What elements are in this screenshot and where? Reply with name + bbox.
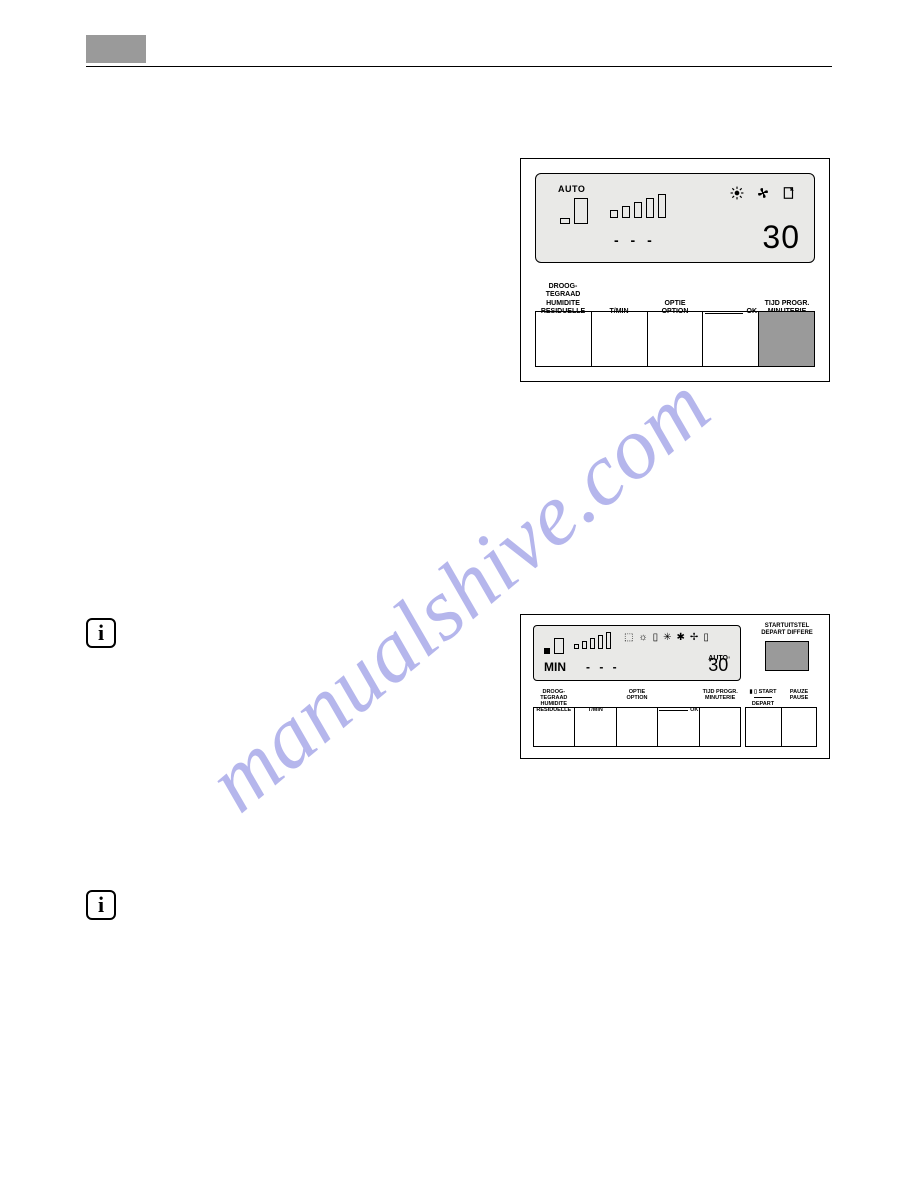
button-row-2-right [745,707,817,747]
label2-pause: PAUZE PAUSE [781,689,817,707]
status-icons-small-row: ⬚ ☼ ▯ ✳ ✱ ✢ ▯ [624,632,709,643]
button-tmin[interactable] [592,312,648,366]
sun-small-icon: ☼ [638,632,647,643]
button-label-row-2-right: ▮ ▯ START DEPART PAUZE PAUSE [745,689,817,707]
auto-label: AUTO [558,184,585,194]
button-humidity[interactable] [536,312,592,366]
lcd-display-1: AUTO - - - 30 [535,173,815,263]
button-row-1 [535,311,815,367]
button2-start[interactable] [746,708,782,746]
fan-small-icon: ✢ [690,632,698,643]
dryness-icon [558,196,592,224]
button2-tmin[interactable] [575,708,616,746]
header-tab [86,35,146,63]
sun-icon [730,186,744,200]
button2-ok[interactable] [658,708,699,746]
button-timer-highlighted[interactable] [759,312,814,366]
button-option[interactable] [648,312,704,366]
button2-option[interactable] [617,708,658,746]
page: manualshive.com AUTO - - - 30 [0,0,918,1188]
button2-timer[interactable] [700,708,740,746]
sun2-icon: ✳ [663,632,671,643]
time-number-display: 30 [762,219,800,256]
box1-icon: ▯ [653,632,659,643]
signal-bars-icon [610,194,666,218]
iron-icon: ⬚ [624,632,633,643]
sheet-small-icon: ▯ [703,632,709,643]
star-icon: ✱ [677,632,685,643]
sheet-icon [782,186,796,200]
signal-bars-small-icon [574,632,611,649]
watermark-text: manualshive.com [189,356,730,832]
info-icon-2: i [86,890,116,920]
label2-start: ▮ ▯ START DEPART [745,689,781,707]
button2-pause[interactable] [782,708,817,746]
dashes-display: - - - [614,232,656,248]
header-rule [86,66,832,67]
button-row-2-left [533,707,741,747]
delayed-start-label: STARTUITSTEL DEPART DIFFERE [757,623,817,636]
control-panel-diagram-1: AUTO - - - 30 DROOG-TEGRAAD HUMI [520,158,830,382]
control-panel-diagram-2: ⬚ ☼ ▯ ✳ ✱ ✢ ▯ MIN - - - AUTO 30' STARTUI… [520,614,830,759]
button-ok[interactable] [703,312,759,366]
status-icon-row [730,186,796,200]
button2-humidity[interactable] [534,708,575,746]
delayed-start-button-highlighted[interactable] [765,641,809,671]
fan-icon [756,186,770,200]
min-label: MIN [544,660,566,674]
info-icon-1: i [86,618,116,648]
time-number-2: 30' [708,655,730,676]
lcd-display-2: ⬚ ☼ ▯ ✳ ✱ ✢ ▯ MIN - - - AUTO 30' [533,625,741,681]
dashes-display-2: - - - [586,660,620,674]
dryness-icon-small [544,636,568,654]
